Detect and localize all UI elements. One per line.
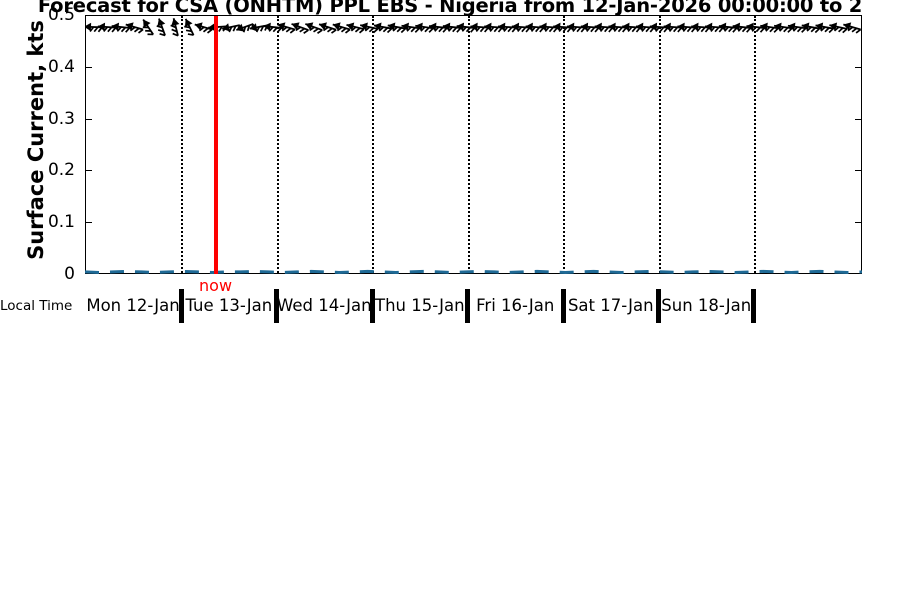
day-label: Sat 17-Jan (567, 296, 654, 315)
plot-area (85, 15, 862, 274)
direction-arrow (787, 22, 807, 33)
y-tick-mark-right (855, 66, 862, 68)
y-tick-label: 0 (64, 264, 75, 284)
direction-arrow (746, 22, 765, 33)
y-tick-mark-right (855, 222, 862, 224)
direction-arrow (829, 22, 848, 34)
direction-arrow (415, 22, 434, 33)
y-tick-label: 0.2 (47, 160, 75, 181)
direction-arrow (511, 22, 531, 33)
day-label: Fri 16-Jan (476, 296, 555, 315)
day-divider-line (658, 16, 661, 273)
y-tick-mark-right (855, 15, 862, 16)
direction-arrow (360, 22, 379, 34)
y-tick-mark-right (855, 170, 862, 172)
day-divider-line (467, 16, 470, 273)
day-divider-line (181, 16, 184, 273)
direction-arrow (291, 22, 309, 34)
direction-arrow (125, 22, 144, 34)
direction-arrow (815, 22, 834, 34)
direction-arrow (97, 22, 117, 33)
direction-arrow (263, 22, 282, 33)
day-divider-line (276, 16, 279, 273)
day-label: Sun 18-Jan (661, 296, 752, 315)
day-label: Mon 12-Jan (86, 296, 180, 315)
direction-arrow (156, 18, 166, 37)
direction-arrow (566, 22, 586, 33)
day-separator (465, 289, 471, 323)
direction-arrow (704, 22, 724, 33)
y-tick-label: 0.4 (47, 56, 75, 77)
y-tick-mark-right (855, 118, 862, 120)
chart-title: Forecast for CSA (ONHTM) PPL EBS - Niger… (37, 0, 863, 17)
day-separator (751, 289, 757, 323)
direction-arrow (553, 22, 572, 33)
direction-arrow (649, 22, 669, 33)
y-tick-label: 0.5 (47, 5, 75, 25)
day-label: Tue 13-Jan (185, 296, 273, 315)
y-tick-mark (85, 15, 92, 16)
day-label: Thu 15-Jan (374, 296, 465, 315)
day-separator (560, 289, 566, 323)
y-tick-label: 0.1 (47, 212, 75, 233)
direction-arrow (635, 22, 655, 33)
direction-arrow (194, 22, 213, 34)
day-separator (274, 289, 280, 323)
y-tick-mark (85, 118, 92, 120)
day-divider-line (372, 16, 375, 273)
direction-arrow (718, 22, 738, 33)
direction-arrow-svg (85, 18, 862, 37)
direction-arrow (801, 22, 821, 34)
direction-arrow (691, 22, 710, 33)
day-divider-line (753, 16, 756, 273)
direction-arrow (470, 22, 490, 33)
direction-arrow (184, 18, 195, 36)
day-separator (178, 289, 184, 323)
direction-arrow (277, 22, 296, 34)
day-separator (656, 289, 661, 323)
direction-arrow (373, 22, 393, 34)
day-separator (369, 289, 375, 323)
now-marker-line (213, 16, 218, 274)
direction-arrow (773, 22, 793, 33)
direction-arrow (760, 22, 779, 33)
direction-arrow (170, 18, 180, 37)
local-time-axis-label: Local Time (0, 298, 73, 314)
now-marker-label: now (199, 276, 233, 295)
y-axis-title: Surface Current, kts (24, 20, 48, 260)
direction-arrow (401, 22, 420, 33)
day-divider-line (563, 16, 565, 273)
direction-arrow (142, 19, 154, 36)
direction-arrow (346, 22, 365, 34)
y-tick-label: 0.3 (47, 108, 75, 129)
day-label: Wed 14-Jan (277, 296, 372, 315)
y-tick-mark (85, 170, 92, 172)
direction-arrow (539, 22, 559, 33)
direction-arrow (318, 22, 337, 34)
direction-arrow (305, 22, 323, 34)
direction-arrow (111, 22, 131, 33)
direction-arrow (222, 23, 241, 33)
direction-arrow (387, 22, 407, 34)
direction-arrow (594, 22, 614, 33)
direction-arrow (332, 22, 351, 34)
direction-arrow (622, 22, 641, 33)
current-direction-arrows (85, 15, 862, 45)
y-tick-mark (85, 66, 92, 68)
direction-arrow (843, 22, 862, 34)
direction-arrow (677, 22, 697, 33)
direction-arrow (608, 22, 628, 33)
y-tick-mark (85, 222, 92, 224)
